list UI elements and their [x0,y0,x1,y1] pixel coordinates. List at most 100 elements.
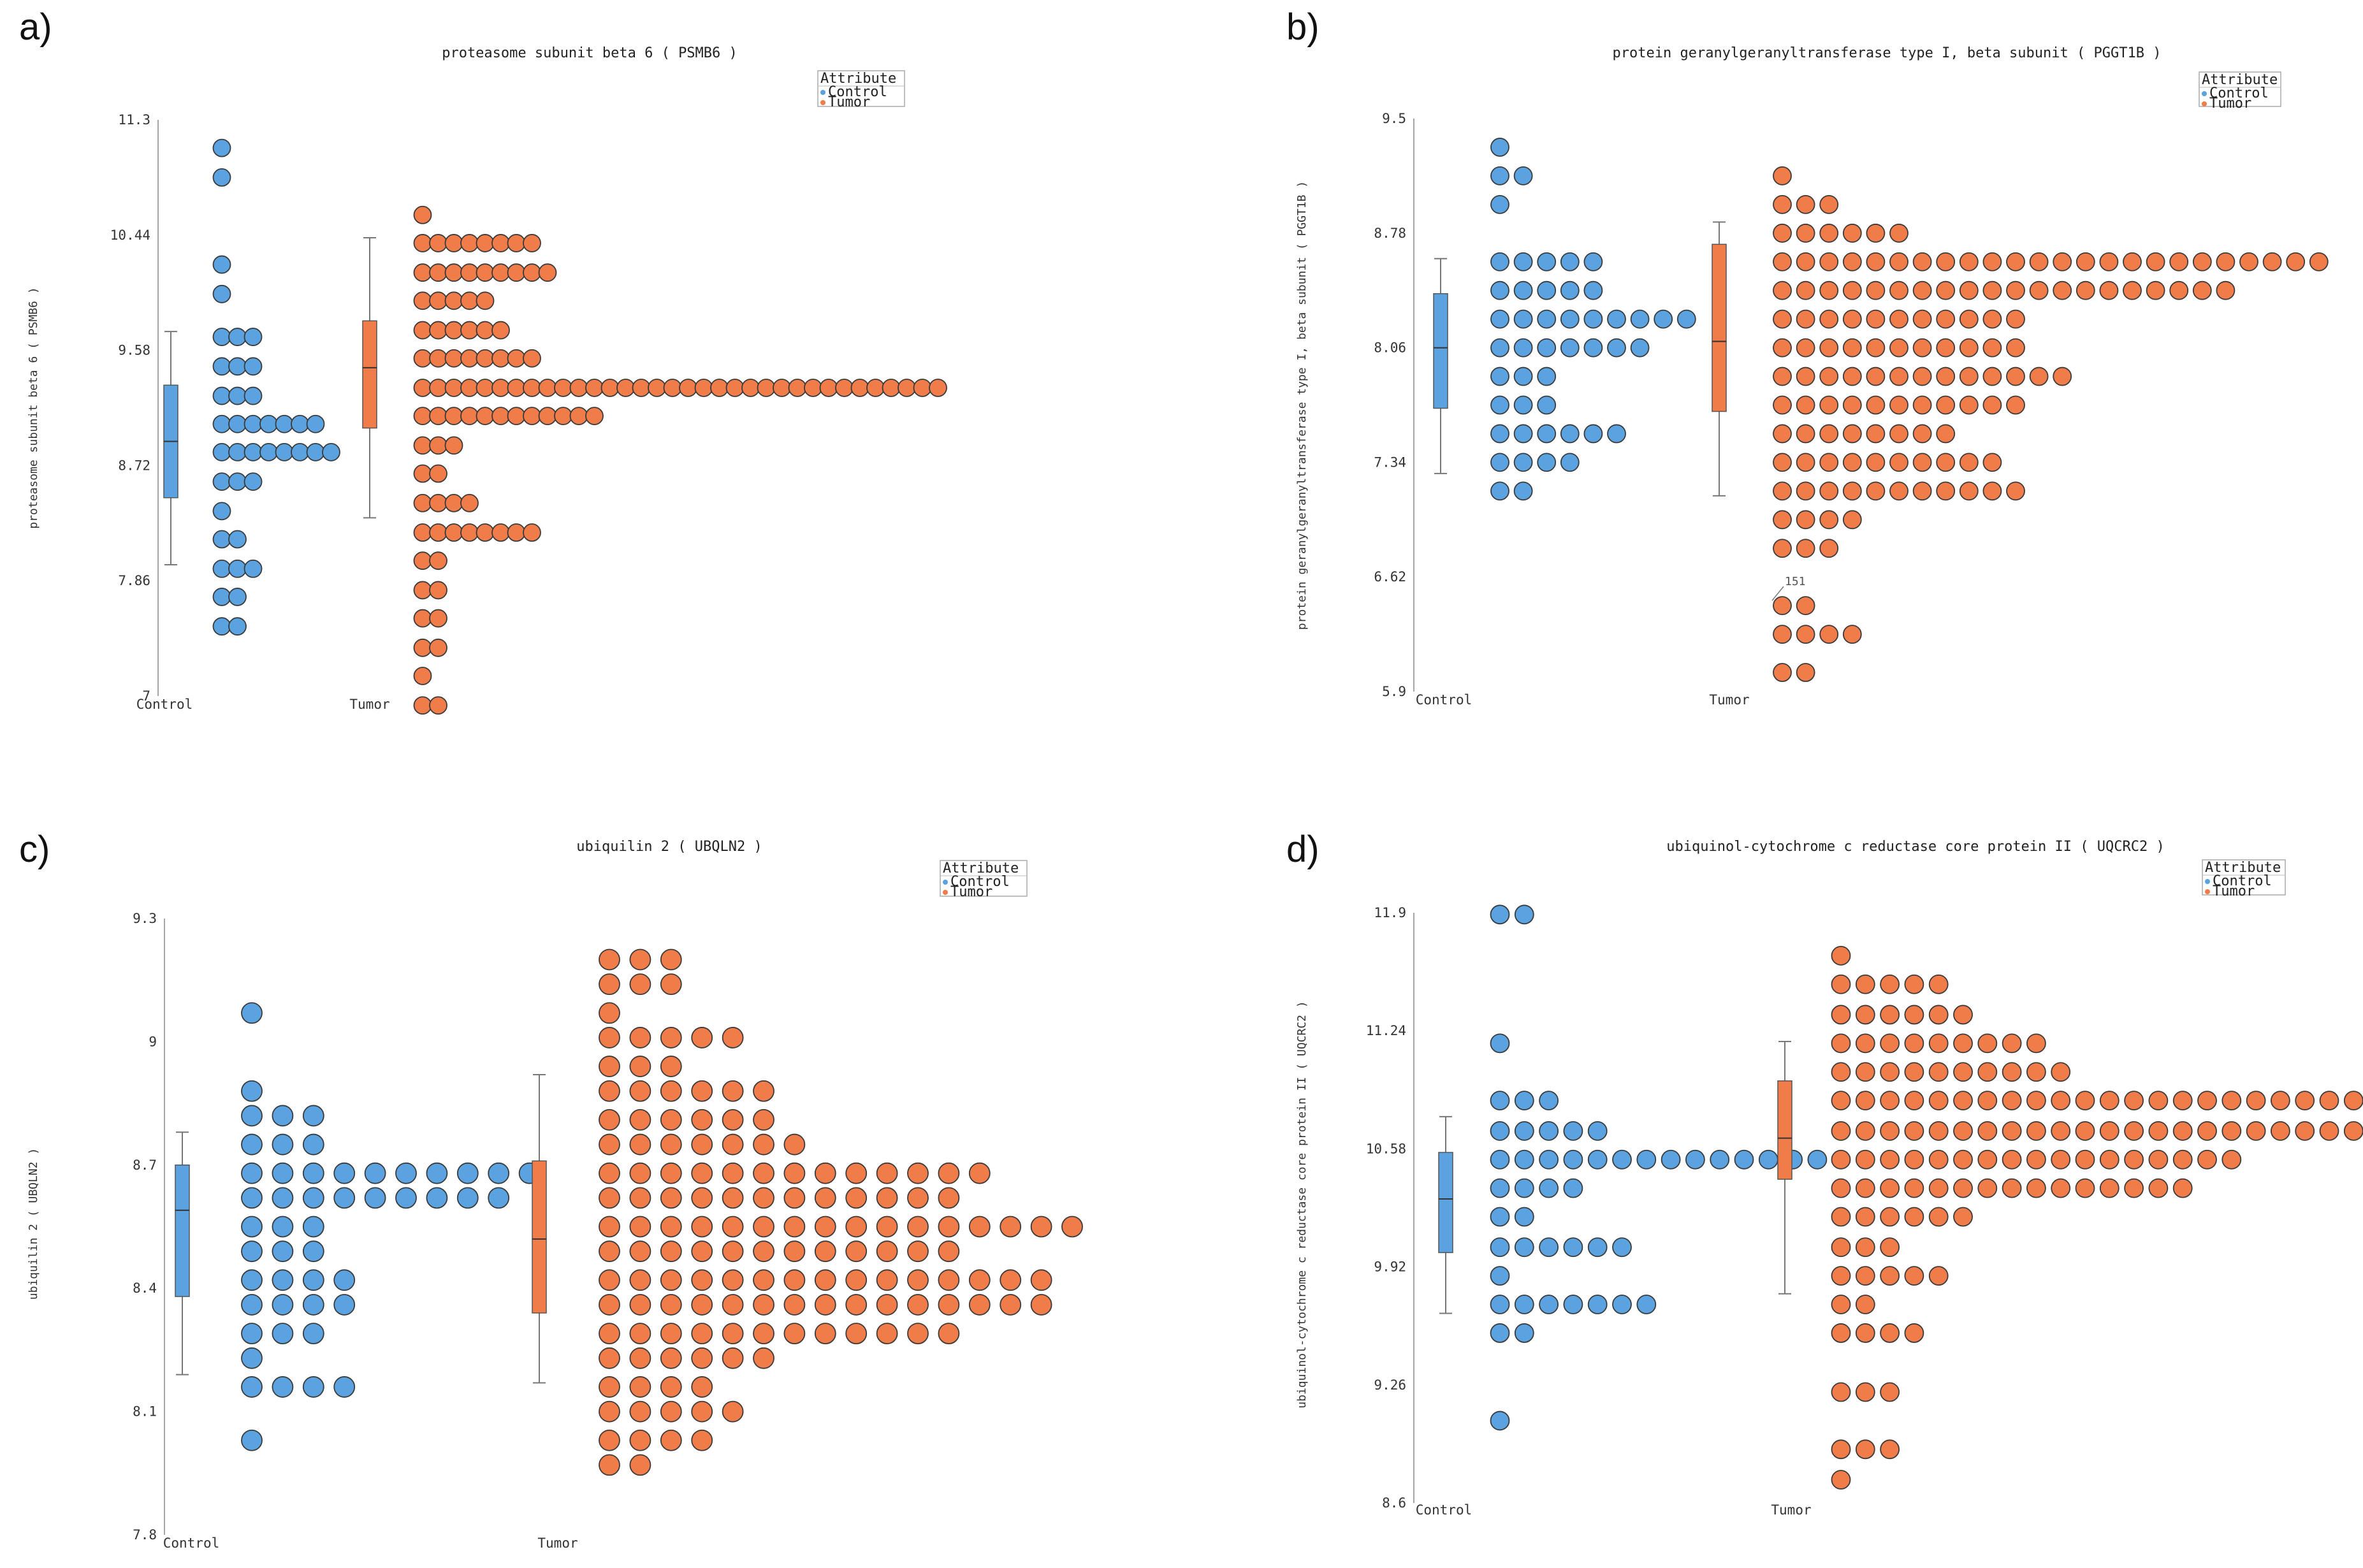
data-point [845,1162,868,1184]
data-point [2053,252,2072,272]
data-point [1537,453,1557,472]
data-point [629,1216,651,1238]
data-point [1612,1237,1632,1258]
data-point [866,379,885,397]
data-point [456,1162,479,1184]
data-point [272,1240,294,1263]
data-point [507,234,526,252]
data-point [1796,539,1815,558]
data-point [845,1294,868,1316]
data-point [306,442,325,461]
data-point [1030,1216,1052,1238]
data-point [1912,280,1932,300]
data-point [1912,367,1932,386]
data-point [1889,309,1909,329]
data-point [476,349,495,368]
data-point [1953,1005,1973,1025]
data-point [1855,1178,1875,1198]
data-point [1959,481,1979,501]
data-point [429,696,447,715]
data-point [1928,1266,1949,1286]
data-point [882,379,901,397]
data-point [429,581,447,600]
data-point [1612,1149,1632,1170]
data-point [1928,974,1949,994]
data-point [1959,280,1979,300]
data-point [629,1056,651,1077]
boxplot-box [362,320,377,429]
data-point [2075,1178,2095,1198]
data-point [599,973,620,996]
data-point [413,379,432,397]
data-point [491,379,510,397]
data-point [1982,309,2002,329]
data-point [2246,1121,2266,1141]
data-point [212,328,231,346]
data-point [241,1216,263,1238]
data-point [244,472,263,491]
data-point [259,442,278,461]
data-point [2026,1178,2046,1198]
data-point [212,559,231,578]
data-point [241,1162,263,1184]
data-point [1796,596,1815,616]
data-point [1819,424,1839,444]
data-point [429,436,447,455]
legend-title: Attribute [2202,72,2278,88]
data-point [629,1108,651,1131]
data-point [523,263,541,282]
data-point [660,1429,682,1451]
y-tick-label: 10.58 [1366,1141,1406,1156]
data-point [1866,280,1886,300]
data-point [1514,1323,1534,1343]
data-point [783,1216,806,1238]
data-point [1587,1149,1608,1170]
data-point [1030,1294,1052,1316]
data-point [722,1269,744,1291]
data-point [1758,1149,1778,1170]
data-point [660,1027,682,1049]
data-point [1000,1216,1022,1238]
data-point [2216,252,2236,272]
data-point [1831,1266,1851,1286]
data-point [1842,252,1862,272]
data-point [1587,1121,1608,1141]
data-point [302,1240,324,1263]
data-point [968,1216,991,1238]
data-point [1953,1178,1973,1198]
data-point [1936,367,1956,386]
data-point [302,1162,324,1184]
data-point [1928,1091,1949,1111]
data-point [753,1162,774,1184]
data-point [395,1187,417,1209]
data-point [444,379,463,397]
data-point [241,1133,263,1156]
data-point [1831,1323,1851,1343]
data-point [2099,1121,2119,1141]
y-tick-label: 9.3 [133,911,157,926]
data-point [722,1108,744,1131]
data-point [1819,280,1839,300]
data-point [907,1269,929,1291]
data-point [1796,280,1815,300]
data-point [753,1133,774,1156]
data-point [272,1105,294,1127]
data-point [1904,1149,1924,1170]
data-point [259,414,278,433]
legend-item-control: Control [828,84,887,100]
x-category-label: Control [1416,692,1472,708]
data-point [241,1187,263,1209]
data-point [898,379,916,397]
data-point [1904,1178,1924,1198]
data-point [599,1376,620,1398]
data-point [460,407,479,426]
data-point [1928,1207,1949,1227]
data-point [1831,1178,1851,1198]
data-point [725,379,745,397]
data-point [722,1027,744,1049]
data-point [2029,367,2049,386]
data-point [814,1216,836,1238]
data-point [413,551,432,570]
data-point [333,1376,356,1398]
data-point [413,609,432,628]
